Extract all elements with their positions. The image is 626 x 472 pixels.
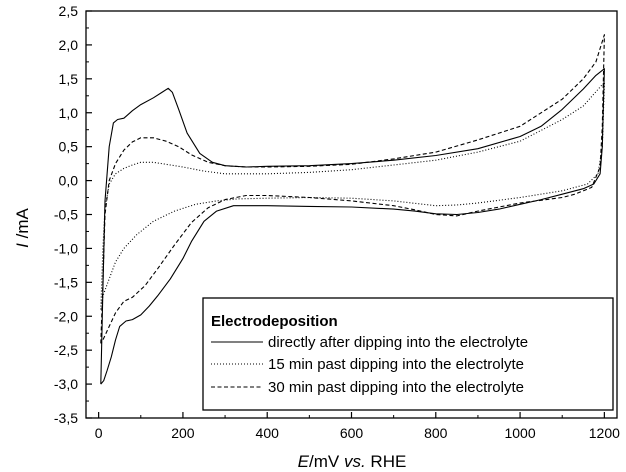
x-tick-label: 0 xyxy=(95,425,103,441)
x-tick-label: 1200 xyxy=(589,425,620,441)
x-tick-label: 400 xyxy=(256,425,280,441)
y-tick-label: -3,0 xyxy=(54,376,78,392)
y-tick-label: -1,0 xyxy=(54,240,78,256)
series-line-solid xyxy=(100,68,605,385)
ticks-layer: 0 200 400 600 800 1000 1200 -3,5 -3,0 -2,5 -2,0 -1,… xyxy=(54,3,620,441)
y-tick-label: -2,5 xyxy=(54,342,78,358)
x-tick-label: 200 xyxy=(171,425,195,441)
y-tick-label: -0,5 xyxy=(54,207,78,223)
x-axis-variable: E xyxy=(298,452,310,471)
x-tick-label: 600 xyxy=(340,425,364,441)
legend-entry-dotted: 15 min past dipping into the electrolyte xyxy=(268,356,524,373)
x-tick-label: 1000 xyxy=(504,425,535,441)
y-tick-label: 1,0 xyxy=(59,105,79,121)
y-tick-label: 2,5 xyxy=(59,3,79,19)
series-line-dotted xyxy=(100,81,605,310)
y-axis-variable: I xyxy=(13,243,32,248)
y-tick-label: 1,5 xyxy=(59,71,79,87)
y-tick-label: -3,5 xyxy=(54,410,78,426)
curves-layer xyxy=(100,34,605,385)
legend-entry-dashed: 30 min past dipping into the electrolyte xyxy=(268,379,524,396)
y-tick-label: 0,0 xyxy=(59,173,79,189)
y-axis-title: I /mA xyxy=(13,208,32,248)
y-tick-label: -2,0 xyxy=(54,308,78,324)
x-axis-reference: RHE xyxy=(366,452,407,471)
y-axis-unit: /mA xyxy=(13,208,32,244)
y-tick-label: 0,5 xyxy=(59,139,79,155)
x-tick-label: 800 xyxy=(424,425,448,441)
legend-title: Electrodeposition xyxy=(211,313,338,330)
legend-entry-solid: directly after dipping into the electrol… xyxy=(268,334,528,351)
legend: Electrodeposition directly after dipping… xyxy=(202,297,614,411)
series-line-dashed xyxy=(100,34,605,344)
x-axis-unit: /mV xyxy=(309,452,344,471)
y-tick-label: -1,5 xyxy=(54,274,78,290)
legend-box xyxy=(202,297,614,411)
y-tick-label: 2,0 xyxy=(59,37,79,53)
x-axis-vs: vs. xyxy=(344,452,366,471)
x-axis-title: E/mV vs. RHE xyxy=(298,452,407,471)
